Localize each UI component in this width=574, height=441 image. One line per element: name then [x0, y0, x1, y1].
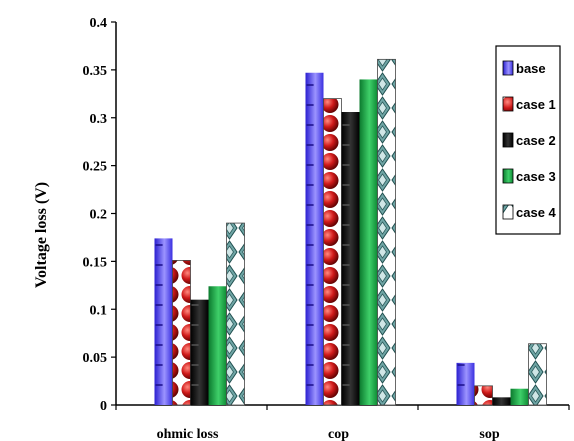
legend-label: case 2	[516, 133, 556, 148]
y-ticks: 0 0.05 0.1 0.15 0.2 0.25 0.3 0.35 0.4	[83, 16, 116, 414]
legend-item: case 4	[502, 204, 557, 220]
legend-item: case 1	[502, 96, 556, 112]
bar	[474, 385, 493, 406]
legend: base case 1 case 2 case 3 case 4	[495, 45, 561, 235]
bar	[510, 388, 529, 405]
legend-label: case 4	[516, 205, 557, 220]
bar	[208, 286, 227, 405]
bar	[492, 397, 511, 405]
legend-label: base	[516, 61, 546, 76]
bar	[190, 299, 209, 405]
y-tick-label: 0.3	[90, 112, 108, 127]
legend-item: case 3	[502, 168, 556, 184]
legend-swatch	[502, 132, 514, 148]
legend-item: base	[502, 60, 546, 76]
x-category-label: ohmic loss	[157, 427, 219, 441]
x-ticks: ohmic loss cop sop	[115, 405, 570, 441]
legend-swatch	[502, 60, 514, 76]
y-axis-title: Voltage loss (V)	[33, 182, 50, 288]
y-tick-label: 0.2	[90, 208, 108, 223]
bar	[172, 260, 191, 406]
bar	[154, 238, 173, 405]
x-category-label: sop	[479, 427, 499, 441]
legend-label: case 3	[516, 169, 556, 184]
y-tick-label: 0.25	[83, 160, 108, 175]
y-tick-label: 0.35	[83, 64, 108, 79]
bar	[359, 79, 378, 405]
bar	[528, 343, 547, 406]
bars	[154, 58, 547, 406]
y-tick-label: 0.05	[83, 351, 108, 366]
y-tick-label: 0.4	[90, 16, 108, 31]
bar	[456, 362, 475, 405]
y-tick-label: 0.1	[90, 303, 108, 318]
legend-label: case 1	[516, 97, 556, 112]
x-category-label: cop	[328, 427, 349, 441]
y-tick-label: 0	[100, 399, 107, 414]
legend-swatch	[502, 204, 514, 220]
legend-swatch	[502, 96, 514, 112]
bar	[305, 72, 324, 405]
legend-item: case 2	[502, 132, 556, 148]
bar	[323, 98, 342, 406]
bar	[341, 112, 360, 405]
legend-swatch	[502, 168, 514, 184]
bar	[377, 58, 396, 406]
y-tick-label: 0.15	[83, 255, 108, 270]
bar	[226, 222, 245, 406]
